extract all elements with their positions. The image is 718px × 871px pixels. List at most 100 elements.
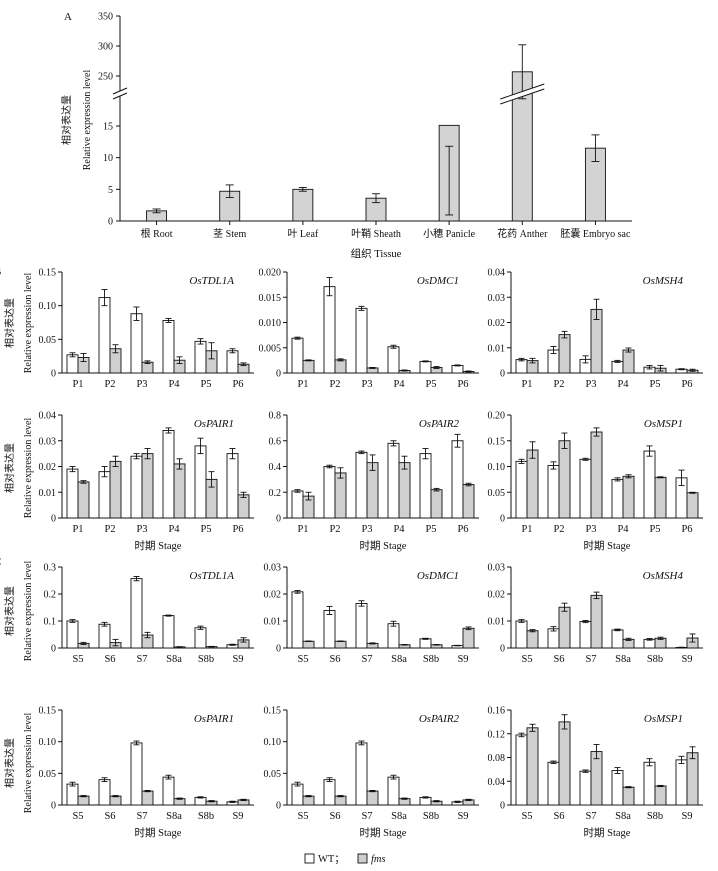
ytick-label: 0 bbox=[500, 644, 505, 655]
subplot-b2: 0 0.005 0.010 0.015 0.020 OsDMC1 P1 P2 P3 P4 P5 P6 bbox=[259, 268, 479, 390]
bar-fms bbox=[237, 494, 250, 519]
subplot-c6: 0 0.04 0.08 0.12 0.16 OsMSP1 S5 S6 S7 S8a S8b S9 时期 … bbox=[488, 706, 703, 839]
xtick-label: P6 bbox=[232, 379, 243, 390]
bar-wt bbox=[130, 313, 143, 374]
xtick-label: P5 bbox=[649, 379, 660, 390]
xtick-label: S6 bbox=[553, 811, 564, 822]
xtick-label: P4 bbox=[168, 379, 180, 390]
legend-swatch-wt bbox=[304, 853, 315, 864]
panel-label-a: A bbox=[64, 11, 72, 23]
xtick-label: S9 bbox=[232, 811, 243, 822]
ytick-label: 0.02 bbox=[39, 462, 57, 473]
xtick-label: P4 bbox=[393, 379, 405, 390]
subplot-title: OsTDL1A bbox=[189, 275, 234, 287]
panel-a-bar-break-line bbox=[500, 83, 545, 100]
xtick-label: P2 bbox=[329, 379, 340, 390]
bar-wt bbox=[130, 455, 143, 519]
ytick-label: 0 bbox=[51, 801, 56, 812]
ytick-label: 0.15 bbox=[488, 436, 506, 447]
bar-fms bbox=[526, 727, 539, 806]
panel-a-xtick-label: 茎 Stem bbox=[213, 228, 246, 240]
bar-wt bbox=[611, 770, 624, 806]
bar-fms bbox=[109, 460, 122, 519]
xtick-label: P5 bbox=[200, 379, 211, 390]
panel-b-row2-ylabel-en: Relative expression level bbox=[23, 418, 34, 519]
ytick-label: 0.10 bbox=[264, 737, 282, 748]
xtick-label: P2 bbox=[104, 379, 115, 390]
ytick-label: 0.02 bbox=[488, 590, 506, 601]
bar-wt bbox=[162, 430, 175, 519]
bar-wt bbox=[419, 453, 432, 519]
panel-a-bar bbox=[292, 188, 314, 222]
xtick-label: P3 bbox=[136, 379, 147, 390]
ytick-label: 0.20 bbox=[488, 411, 506, 422]
panel-a-ytick-label: 5 bbox=[108, 185, 113, 196]
panel-a-xtick-label: 胚囊 Embryo sac bbox=[560, 227, 631, 240]
bar-wt bbox=[323, 610, 336, 649]
panel-label-c: C bbox=[0, 556, 1, 568]
bar-wt bbox=[515, 460, 528, 519]
subplot-title: OsTDL1A bbox=[189, 570, 234, 582]
subplot-title: OsMSP1 bbox=[644, 713, 683, 725]
bar-wt bbox=[515, 620, 528, 649]
xtick-label: S8b bbox=[423, 811, 439, 822]
bar-wt bbox=[226, 453, 239, 519]
ytick-label: 0.020 bbox=[259, 268, 282, 279]
bar-wt bbox=[194, 796, 207, 806]
panel-a-axis-break-1 bbox=[112, 92, 128, 100]
panel-a-ytick-label: 10 bbox=[103, 153, 113, 164]
subplot-title: OsPAIR2 bbox=[419, 418, 460, 430]
panel-a-ytick-label: 250 bbox=[98, 72, 113, 83]
ytick-label: 0.3 bbox=[44, 563, 57, 574]
ytick-label: 0.10 bbox=[39, 737, 57, 748]
xtick-label: S8b bbox=[423, 654, 439, 665]
subplot-title: OsPAIR1 bbox=[194, 418, 234, 430]
bar-wt bbox=[66, 620, 79, 649]
bar-fms bbox=[590, 431, 603, 519]
bar-wt bbox=[579, 770, 592, 806]
bar-wt bbox=[98, 297, 111, 374]
xtick-label: S5 bbox=[297, 811, 308, 822]
bar-wt bbox=[98, 623, 111, 649]
subplot-c2: 0 0.01 0.02 0.03 OsDMC1 S5 S6 S7 S8a S8b S9 bbox=[264, 563, 479, 665]
panel-b-row2-ylabel-zh: 相对表达量 bbox=[3, 443, 16, 493]
ytick-label: 0.015 bbox=[259, 293, 282, 304]
bar-wt bbox=[387, 346, 400, 374]
xtick-label: S8a bbox=[391, 811, 407, 822]
bar-wt bbox=[387, 776, 400, 806]
bar-fms bbox=[77, 481, 90, 519]
bar-wt bbox=[194, 445, 207, 519]
xtick-label: S9 bbox=[457, 654, 468, 665]
panel-c-row2-ylabel-en: Relative expression level bbox=[23, 713, 34, 814]
bar-wt bbox=[130, 742, 143, 806]
xtick-label: S8a bbox=[391, 654, 407, 665]
bar-wt bbox=[194, 340, 207, 374]
xtick-label: P3 bbox=[361, 379, 372, 390]
ytick-label: 0.05 bbox=[264, 769, 282, 780]
xtick-label: S5 bbox=[521, 811, 532, 822]
bar-wt bbox=[162, 320, 175, 374]
ytick-label: 0.03 bbox=[488, 293, 506, 304]
subplot-title: OsPAIR2 bbox=[419, 713, 460, 725]
xtick-label: P5 bbox=[649, 524, 660, 535]
bar-wt bbox=[451, 440, 464, 519]
bar-wt bbox=[419, 796, 432, 806]
bar-wt bbox=[579, 458, 592, 519]
ytick-label: 0.04 bbox=[39, 411, 57, 422]
xtick-label: S8a bbox=[166, 811, 182, 822]
xtick-label: P2 bbox=[553, 524, 564, 535]
xtick-label: S9 bbox=[681, 811, 692, 822]
bar-fms bbox=[526, 449, 539, 519]
ytick-label: 0 bbox=[500, 801, 505, 812]
panel-a-ytick-label: 0 bbox=[108, 217, 113, 228]
xlabel: 时期 Stage bbox=[135, 827, 182, 839]
xlabel: 时期 Stage bbox=[360, 827, 407, 839]
bar-wt bbox=[675, 759, 688, 806]
bar-wt bbox=[611, 478, 624, 519]
ytick-label: 0.4 bbox=[269, 462, 282, 473]
bar-wt bbox=[162, 776, 175, 806]
bar-wt bbox=[291, 490, 304, 519]
bar-fms bbox=[141, 453, 154, 519]
ytick-label: 0.01 bbox=[39, 488, 57, 499]
xtick-label: S8a bbox=[615, 811, 631, 822]
